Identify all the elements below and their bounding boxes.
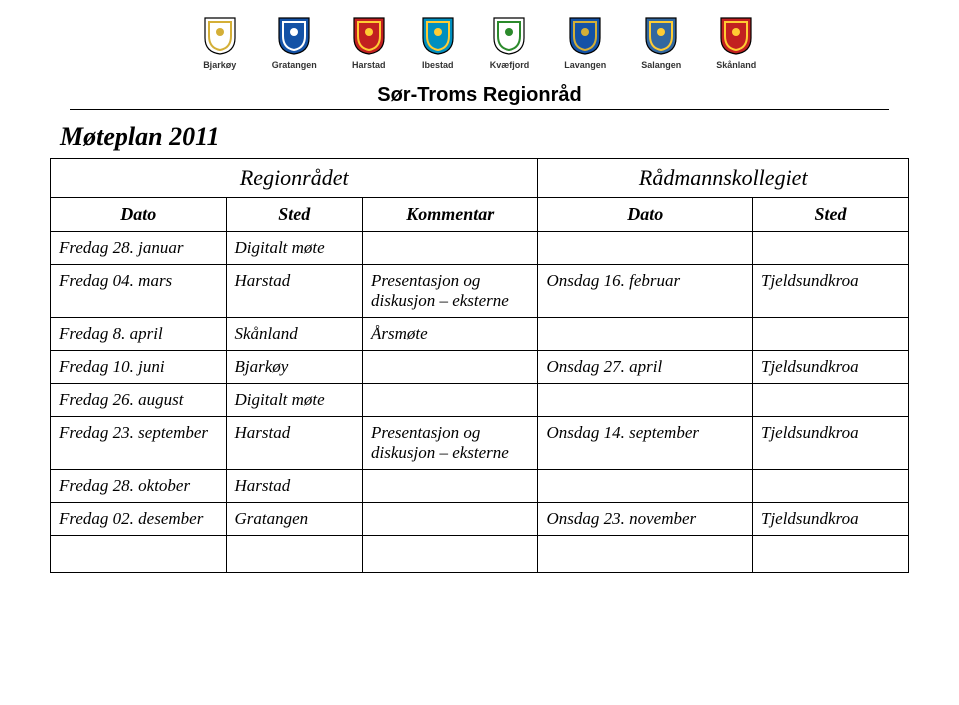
- municipality-label: Bjarkøy: [203, 60, 236, 70]
- cell-r-sted: [752, 318, 908, 351]
- group-right: Rådmannskollegiet: [538, 159, 909, 198]
- shield-icon: [352, 16, 386, 56]
- cell-l-date: Fredag 02. desember: [51, 503, 227, 536]
- cell-r-date: Onsdag 23. november: [538, 503, 753, 536]
- cell-r-sted: Tjeldsundkroa: [752, 503, 908, 536]
- municipality-item: Harstad: [352, 16, 386, 70]
- table-row: Fredag 23. septemberHarstadPresentasjon …: [51, 417, 909, 470]
- cell-l-date: Fredag 23. september: [51, 417, 227, 470]
- cell-l-sted: Harstad: [226, 470, 362, 503]
- municipality-label: Ibestad: [422, 60, 454, 70]
- cell-l-date: Fredag 10. juni: [51, 351, 227, 384]
- municipality-label: Kvæfjord: [490, 60, 530, 70]
- municipality-label: Lavangen: [564, 60, 606, 70]
- municipality-label: Skånland: [716, 60, 756, 70]
- col-right-sted: Sted: [752, 198, 908, 232]
- col-left-dato: Dato: [51, 198, 227, 232]
- cell-l-date: Fredag 8. april: [51, 318, 227, 351]
- municipality-label: Gratangen: [272, 60, 317, 70]
- shield-icon: [421, 16, 455, 56]
- cell-r-sted: [752, 232, 908, 265]
- cell-l-sted: Bjarkøy: [226, 351, 362, 384]
- cell-l-komm: Årsmøte: [362, 318, 538, 351]
- table-group-row: Regionrådet Rådmannskollegiet: [51, 159, 909, 198]
- municipality-item: Kvæfjord: [490, 16, 530, 70]
- cell-l-komm: [362, 232, 538, 265]
- municipality-item: Ibestad: [421, 16, 455, 70]
- municipality-item: Gratangen: [272, 16, 317, 70]
- cell-r-date: [538, 232, 753, 265]
- shield-icon: [568, 16, 602, 56]
- cell-l-komm: [362, 503, 538, 536]
- municipality-row: Bjarkøy Gratangen Harstad Ibestad Kvæfjo…: [30, 0, 929, 82]
- municipality-item: Skånland: [716, 16, 756, 70]
- shield-icon: [492, 16, 526, 56]
- cell-l-komm: Presentasjon og diskusjon – eksterne: [362, 417, 538, 470]
- cell-l-date: Fredag 28. oktober: [51, 470, 227, 503]
- municipality-item: Salangen: [641, 16, 681, 70]
- cell-l-sted: Digitalt møte: [226, 384, 362, 417]
- col-left-kommentar: Kommentar: [362, 198, 538, 232]
- cell-r-date: Onsdag 16. februar: [538, 265, 753, 318]
- meeting-plan-table: Regionrådet Rådmannskollegiet Dato Sted …: [50, 158, 909, 573]
- table-row: Fredag 28. oktoberHarstad: [51, 470, 909, 503]
- cell-r-date: [538, 318, 753, 351]
- cell-l-sted: Skånland: [226, 318, 362, 351]
- cell-l-komm: [362, 470, 538, 503]
- table-row: Fredag 28. januarDigitalt møte: [51, 232, 909, 265]
- cell-l-komm: [362, 351, 538, 384]
- shield-icon: [203, 16, 237, 56]
- municipality-label: Salangen: [641, 60, 681, 70]
- cell-r-date: Onsdag 14. september: [538, 417, 753, 470]
- cell-l-date: Fredag 26. august: [51, 384, 227, 417]
- cell-r-date: [538, 470, 753, 503]
- cell-l-sted: Digitalt møte: [226, 232, 362, 265]
- cell-l-komm: [362, 384, 538, 417]
- page-title: Møteplan 2011: [60, 122, 929, 152]
- cell-r-sted: [752, 470, 908, 503]
- table-row: Fredag 26. augustDigitalt møte: [51, 384, 909, 417]
- col-left-sted: Sted: [226, 198, 362, 232]
- shield-icon: [644, 16, 678, 56]
- cell-r-sted: Tjeldsundkroa: [752, 265, 908, 318]
- municipality-item: Bjarkøy: [203, 16, 237, 70]
- cell-r-date: [538, 384, 753, 417]
- cell-l-date: Fredag 04. mars: [51, 265, 227, 318]
- cell-l-date: Fredag 28. januar: [51, 232, 227, 265]
- shield-icon: [277, 16, 311, 56]
- cell-l-sted: Harstad: [226, 265, 362, 318]
- table-head-row: Dato Sted Kommentar Dato Sted: [51, 198, 909, 232]
- cell-r-sted: Tjeldsundkroa: [752, 417, 908, 470]
- cell-l-komm: Presentasjon og diskusjon – eksterne: [362, 265, 538, 318]
- org-title: Sør-Troms Regionråd: [30, 84, 929, 107]
- col-right-dato: Dato: [538, 198, 753, 232]
- table-row: Fredag 02. desemberGratangen Onsdag 23. n…: [51, 503, 909, 536]
- municipality-item: Lavangen: [564, 16, 606, 70]
- cell-r-date: Onsdag 27. april: [538, 351, 753, 384]
- cell-r-sted: Tjeldsundkroa: [752, 351, 908, 384]
- cell-l-sted: Gratangen: [226, 503, 362, 536]
- cell-r-sted: [752, 384, 908, 417]
- shield-icon: [719, 16, 753, 56]
- municipality-label: Harstad: [352, 60, 386, 70]
- table-row-empty: [51, 536, 909, 573]
- group-left: Regionrådet: [51, 159, 538, 198]
- cell-l-sted: Harstad: [226, 417, 362, 470]
- table-row: Fredag 04. marsHarstadPresentasjon og di…: [51, 265, 909, 318]
- divider: [70, 109, 889, 110]
- table-row: Fredag 8. aprilSkånlandÅrsmøte: [51, 318, 909, 351]
- table-row: Fredag 10. juniBjarkøy Onsdag 27. aprilTj…: [51, 351, 909, 384]
